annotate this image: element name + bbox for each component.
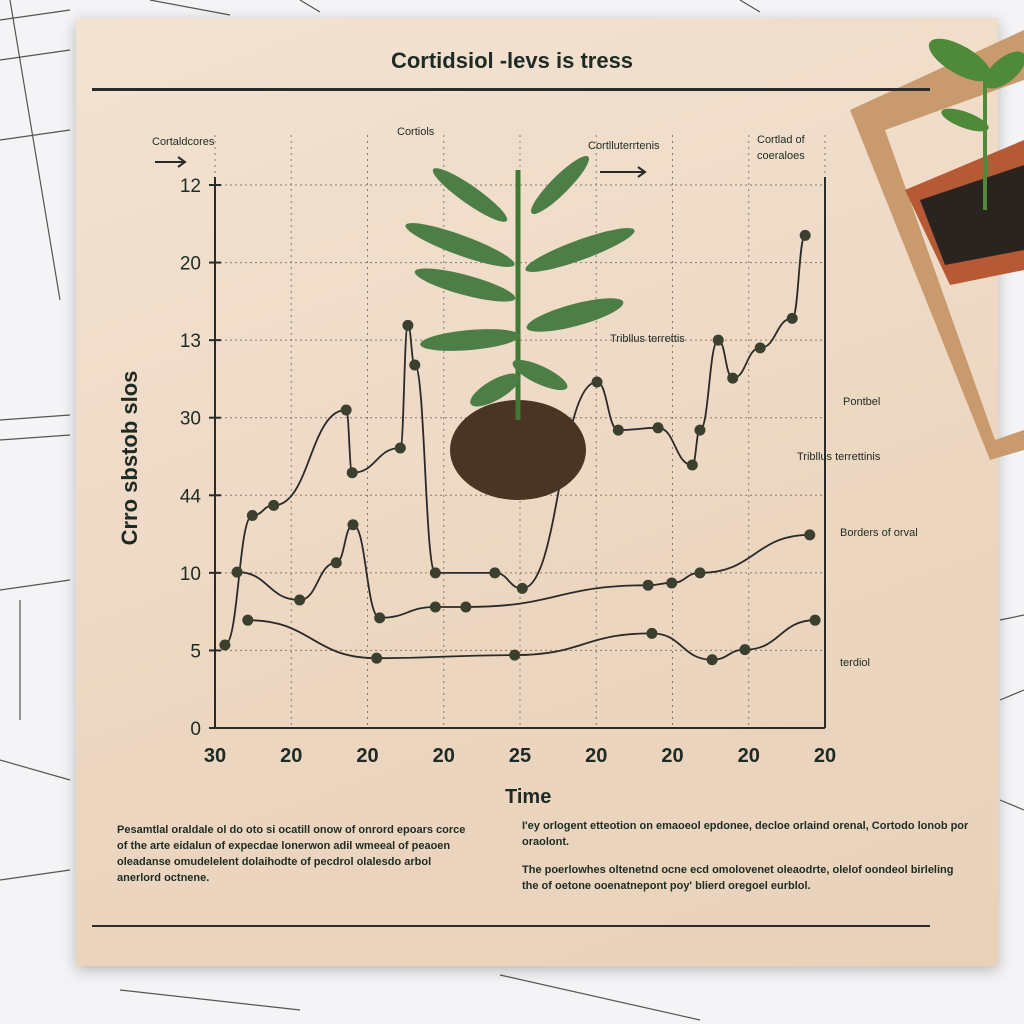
data-point — [727, 372, 739, 384]
y-tick-label: 5 — [190, 641, 201, 662]
plant-illustration — [405, 156, 635, 500]
data-point — [509, 649, 521, 661]
data-point — [712, 334, 724, 346]
data-point — [739, 644, 751, 656]
data-point — [394, 442, 406, 454]
annotation-top-mid: Cortiols — [397, 126, 435, 138]
data-point — [489, 567, 501, 579]
bottom-divider — [92, 925, 930, 927]
x-tick-label: 20 — [661, 745, 683, 767]
arrow-head-icon — [177, 156, 187, 168]
data-point — [374, 612, 386, 624]
wooden-planter-box — [850, 30, 1024, 460]
data-point — [706, 654, 718, 666]
data-point — [642, 579, 654, 591]
data-point — [246, 509, 258, 521]
data-point — [612, 424, 624, 436]
data-point — [694, 567, 706, 579]
y-tick-label: 44 — [180, 486, 202, 507]
annotation-right-2: Tribllus terrettinis — [797, 451, 881, 463]
annotation-mid: Tribllus terrettis — [610, 333, 685, 345]
x-tick-label: 25 — [509, 745, 531, 767]
series-line-3 — [247, 619, 816, 661]
data-point — [516, 582, 528, 594]
x-tick-label: 20 — [280, 745, 302, 767]
data-point — [402, 319, 414, 331]
data-point — [694, 424, 706, 436]
data-point — [591, 376, 603, 388]
x-tick-label: 30 — [204, 745, 226, 767]
x-tick-label: 20 — [585, 745, 607, 767]
data-point — [231, 566, 243, 578]
data-point — [340, 404, 352, 416]
series-line-2 — [237, 523, 810, 619]
x-tick-label: 20 — [433, 745, 455, 767]
data-point — [786, 312, 798, 324]
arrow-head-icon — [637, 166, 647, 178]
data-point — [347, 519, 359, 531]
data-point — [429, 567, 441, 579]
chart-title: Cortidsiol -levs is tress — [390, 48, 634, 73]
y-tick-label: 20 — [180, 254, 201, 275]
paragraph-right-2: The poerlowhes oltenetnd ocne ecd omolov… — [522, 864, 954, 892]
data-point — [409, 359, 421, 371]
annotation-far-right-1: Cortlad of — [757, 134, 805, 146]
x-tick-label: 20 — [814, 745, 836, 767]
paragraph-left: Pesamtlal oraldale ol do oto si ocatill … — [117, 824, 466, 884]
data-point — [330, 557, 342, 569]
data-point — [346, 467, 358, 479]
x-axis-label: Time — [505, 786, 552, 808]
y-tick-label: 30 — [180, 409, 201, 430]
data-point — [686, 459, 698, 471]
paragraph-right-1: I'ey orlogent etteotion on emaoeol epdon… — [522, 820, 969, 848]
y-tick-label: 10 — [180, 564, 201, 585]
annotation-right-1: Pontbel — [843, 396, 881, 408]
data-point — [799, 229, 811, 241]
data-point — [460, 601, 472, 613]
data-point — [429, 601, 441, 613]
data-point — [242, 614, 254, 626]
annotation-top-left: Cortaldcores — [152, 136, 215, 148]
y-tick-label: 12 — [180, 176, 201, 197]
data-point — [646, 627, 658, 639]
data-point — [219, 639, 231, 651]
annotation-far-right-2: coeraloes — [757, 150, 805, 162]
x-tick-label: 20 — [738, 745, 760, 767]
data-point — [809, 614, 821, 626]
annotation-right-3: Borders of orval — [840, 527, 918, 539]
data-point — [804, 529, 816, 541]
data-point — [652, 422, 664, 434]
annotation-right-4: terdiol — [840, 657, 870, 669]
x-tick-label: 20 — [356, 745, 378, 767]
data-point — [754, 342, 766, 354]
data-point — [294, 594, 306, 606]
data-point — [371, 652, 383, 664]
data-point — [268, 499, 280, 511]
data-point — [666, 577, 678, 589]
title-divider — [92, 88, 930, 91]
y-axis-label: Crro sbstob slos — [117, 370, 142, 546]
annotation-top-right: Cortlluterrtenis — [588, 140, 660, 152]
y-tick-label: 13 — [180, 331, 201, 352]
y-tick-label: 0 — [190, 719, 201, 740]
